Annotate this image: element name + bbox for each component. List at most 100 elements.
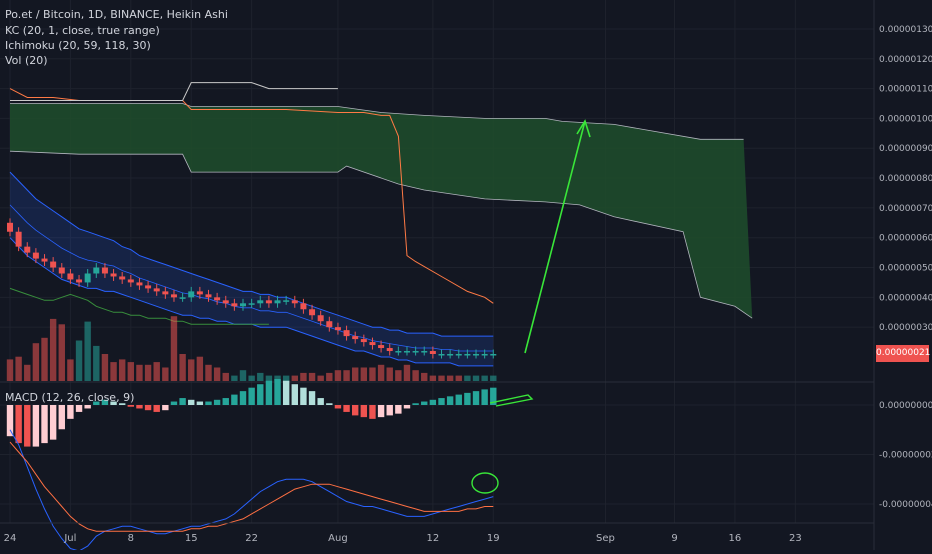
volume-bar <box>248 375 255 381</box>
price-tick-label: 0.00000030 <box>879 323 932 333</box>
price-tick-label: 0.00000130 <box>879 25 932 35</box>
volume-bar <box>343 370 350 381</box>
volume-bar <box>412 370 419 381</box>
volume-bar <box>49 318 57 381</box>
volume-bar <box>170 316 178 381</box>
volume-bar <box>231 375 238 381</box>
macd-histogram-bar <box>32 405 40 447</box>
volume-bar <box>438 375 445 381</box>
cloud-lower-line <box>9 150 753 319</box>
volume-bar <box>257 372 264 381</box>
time-tick-label: 12 <box>427 533 440 544</box>
time-tick-label: Aug <box>328 533 348 544</box>
indicator-macd[interactable]: MACD (12, 26, close, 9) <box>5 391 135 404</box>
volume-bar <box>472 375 480 381</box>
macd-histogram-bar <box>421 401 428 405</box>
macd-histogram-bar <box>412 403 419 405</box>
candle-body <box>24 246 31 253</box>
volume-bar <box>421 372 428 381</box>
macd-histogram-bar <box>162 405 169 411</box>
indicator-kc[interactable]: KC (20, 1, close, true range) <box>5 24 160 37</box>
candle-body <box>119 276 126 280</box>
candle-body <box>136 282 143 286</box>
volume-bar <box>75 340 83 381</box>
time-tick-label: 24 <box>4 533 17 544</box>
price-tick-label: 0.00000100 <box>879 114 932 124</box>
candle-body <box>403 351 410 353</box>
candle-body <box>222 300 229 304</box>
candle-body <box>386 348 393 352</box>
volume-bar <box>481 375 488 381</box>
volume-bar <box>58 324 65 381</box>
volume-bar <box>179 354 186 381</box>
volume-bar <box>317 375 324 381</box>
price-tick-label: 0.00000040 <box>879 293 932 303</box>
candle-body <box>395 351 402 353</box>
candle-body <box>110 273 117 277</box>
volume-bar <box>136 364 143 381</box>
volume-bar <box>110 362 117 381</box>
volume-bar <box>213 367 221 381</box>
candle-body <box>196 291 203 295</box>
time-tick-label: 8 <box>128 533 134 544</box>
candle-body <box>41 258 48 262</box>
macd-histogram-bar <box>446 396 454 405</box>
macd-histogram-bar <box>317 398 324 405</box>
macd-histogram-bar <box>334 405 342 409</box>
macd-histogram-bar <box>15 405 22 444</box>
volume-bar <box>386 367 393 381</box>
time-tick-label: 22 <box>245 533 258 544</box>
ichimoku-lagging-line <box>9 287 269 325</box>
volume-bar <box>429 375 437 381</box>
indicator-volume[interactable]: Vol (20) <box>5 54 48 67</box>
volume-bar <box>118 359 126 381</box>
candle-body <box>145 285 152 289</box>
macd-histogram-bar <box>386 405 393 416</box>
volume-bar <box>360 367 368 381</box>
volume-bar <box>127 362 135 381</box>
macd-histogram-bar <box>438 398 445 405</box>
macd-histogram-bar <box>429 399 437 405</box>
volume-bar <box>334 370 342 381</box>
indicator-ichimoku[interactable]: Ichimoku (20, 59, 118, 30) <box>5 39 151 52</box>
macd-histogram-bar <box>274 379 281 405</box>
volume-bar <box>274 375 281 381</box>
volume-bar <box>6 359 14 381</box>
macd-histogram-bar <box>93 401 100 405</box>
volume-bar <box>455 375 462 381</box>
volume-bar <box>300 372 307 381</box>
macd-histogram-bar <box>213 399 221 405</box>
volume-bar <box>239 370 247 381</box>
candle-body <box>360 339 367 343</box>
time-tick-label: 15 <box>185 533 198 544</box>
macd-histogram-bar <box>101 399 109 405</box>
macd-histogram-bar <box>343 405 350 412</box>
candle-body <box>412 351 419 353</box>
volume-bar <box>188 359 195 381</box>
candle-body <box>188 291 195 298</box>
chart-title: Po.et / Bitcoin, 1D, BINANCE, Heikin Ash… <box>5 8 228 21</box>
macd-tick-label: 0.00000000 <box>879 401 932 411</box>
volume-bar <box>265 375 273 381</box>
candle-body <box>153 288 160 292</box>
macd-histogram-bar <box>6 405 14 437</box>
candle-body <box>378 345 385 349</box>
candle-body <box>352 336 359 340</box>
candle-body <box>265 300 272 304</box>
candle-body <box>162 291 169 295</box>
volume-bar <box>101 354 109 381</box>
volume-bar <box>291 375 298 381</box>
macd-histogram-bar <box>136 405 143 409</box>
time-tick-label: Sep <box>596 533 615 544</box>
macd-histogram-bar <box>153 405 160 412</box>
volume-bar <box>464 375 471 381</box>
volume-bar <box>395 370 402 381</box>
price-tick-label: 0.00000050 <box>879 264 932 274</box>
macd-histogram-bar <box>196 401 204 405</box>
volume-bar <box>32 343 40 381</box>
candle-body <box>283 300 290 302</box>
macd-histogram-bar <box>188 399 195 405</box>
keltner-upper <box>9 171 494 337</box>
